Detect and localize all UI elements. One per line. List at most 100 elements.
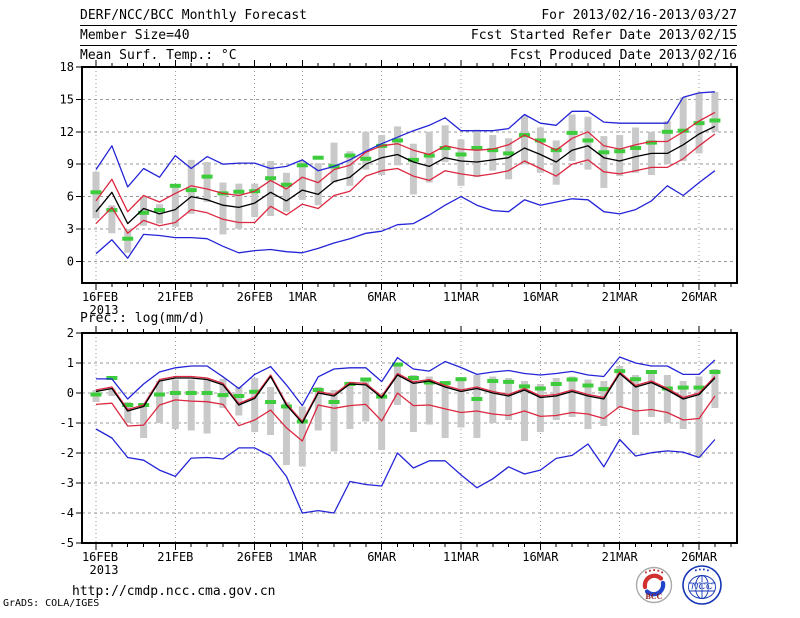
- bcc-logo: BCC: [635, 566, 673, 604]
- green-dash: [487, 148, 499, 153]
- range-bar: [394, 126, 402, 166]
- range-bar: [314, 387, 322, 431]
- range-bar: [584, 116, 592, 170]
- y-tick-label: 2: [67, 326, 74, 340]
- green-dash: [122, 236, 134, 241]
- y-tick-label: 6: [67, 190, 74, 204]
- green-dash: [487, 379, 499, 383]
- y-tick-label: -5: [60, 536, 74, 550]
- series-lower_spread-line: [95, 133, 716, 234]
- range-bar: [679, 381, 687, 429]
- x-tick-label: 21FEB: [157, 290, 193, 304]
- range-bar: [267, 160, 275, 217]
- green-dash-marks: [90, 118, 721, 241]
- y-tick-label: 9: [67, 157, 74, 171]
- range-bar: [330, 390, 338, 452]
- green-dash: [534, 138, 546, 143]
- axis-box: [81, 66, 738, 284]
- range-bar: [235, 387, 243, 416]
- range-bar: [536, 384, 544, 432]
- x-tick-label: 26MAR: [681, 290, 718, 304]
- green-dash: [677, 128, 689, 133]
- range-bar: [92, 171, 100, 219]
- range-bar: [108, 388, 116, 396]
- range-bar: [663, 375, 671, 423]
- range-bar: [520, 115, 528, 165]
- range-bar: [124, 229, 132, 253]
- range-bar: [663, 121, 671, 165]
- green-dash: [518, 384, 530, 389]
- green-dash: [185, 391, 197, 395]
- green-dash: [439, 146, 451, 150]
- axis-ticks: [76, 60, 732, 290]
- series-ensemble_min-line: [95, 428, 716, 514]
- green-dash: [407, 376, 419, 380]
- green-dash: [153, 208, 165, 213]
- refer-date-label: Fcst Started Refer Date 2013/02/15: [470, 28, 737, 43]
- range-bar: [505, 138, 513, 180]
- green-dash: [249, 389, 261, 394]
- x-tick-label: 6MAR: [367, 550, 397, 564]
- series-lower_spread-line: [95, 392, 716, 442]
- x-tick-label: 11MAR: [443, 550, 480, 564]
- green-dash: [566, 377, 578, 382]
- range-bar: [346, 151, 354, 186]
- y-tick-label: -4: [60, 506, 74, 520]
- range-bar: [441, 125, 449, 163]
- green-dash: [106, 208, 118, 213]
- green-dash: [392, 138, 404, 143]
- ncc-globe-icon: [688, 575, 716, 599]
- green-dash: [455, 377, 467, 382]
- green-dash: [201, 391, 213, 395]
- green-dash: [344, 153, 356, 158]
- green-dash: [645, 370, 657, 374]
- range-bar: [711, 369, 719, 408]
- green-dash: [471, 146, 483, 150]
- x-tick-label: 11MAR: [443, 290, 480, 304]
- header-row-2: Member Size=40 Fcst Started Refer Date 2…: [80, 28, 737, 46]
- green-dash: [598, 387, 610, 392]
- series-ensemble_mean-line: [95, 372, 716, 424]
- range-bar: [235, 183, 243, 229]
- range-bar: [282, 402, 290, 465]
- y-tick-labels: -5 -4 -3 -2 -1 0 1 2: [60, 326, 74, 550]
- green-dash: [265, 400, 277, 404]
- green-dash: [709, 370, 721, 374]
- green-dash: [392, 362, 404, 367]
- ncc-ring-characters: [695, 568, 709, 572]
- x-year-label: 2013: [90, 563, 119, 577]
- green-dash: [185, 188, 197, 193]
- green-dash: [423, 153, 435, 158]
- forecast-period: For 2013/02/16-2013/03/27: [541, 8, 737, 23]
- green-dash: [598, 150, 610, 155]
- range-bar: [505, 378, 513, 420]
- green-dash: [693, 385, 705, 390]
- range-bar: [187, 379, 195, 431]
- x-tick-label: 21FEB: [157, 550, 193, 564]
- range-bar: [108, 205, 116, 234]
- x-tick-label: 26FEB: [237, 290, 273, 304]
- range-bar: [298, 406, 306, 467]
- grid: [82, 333, 737, 543]
- bcc-logo-label: BCC: [646, 592, 663, 601]
- range-bar: [489, 135, 497, 171]
- y-tick-label: 1: [67, 356, 74, 370]
- green-dash: [201, 174, 213, 179]
- y-tick-label: -2: [60, 446, 74, 460]
- range-bar: [330, 142, 338, 183]
- x-tick-label: 16MAR: [522, 290, 559, 304]
- produced-date-label: Fcst Produced Date 2013/02/16: [510, 48, 737, 63]
- green-dash: [233, 189, 245, 194]
- range-bar: [298, 160, 306, 200]
- range-bar: [394, 364, 402, 405]
- grads-credit: GrADS: COLA/IGES: [3, 598, 100, 609]
- range-bar: [171, 186, 179, 227]
- series-ensemble_max-line: [95, 91, 715, 188]
- range-bar: [251, 183, 259, 218]
- range-bar: [314, 163, 322, 206]
- x-tick-label: 21MAR: [602, 550, 639, 564]
- green-dash: [217, 393, 229, 398]
- range-bar: [584, 379, 592, 429]
- green-dash: [169, 391, 181, 395]
